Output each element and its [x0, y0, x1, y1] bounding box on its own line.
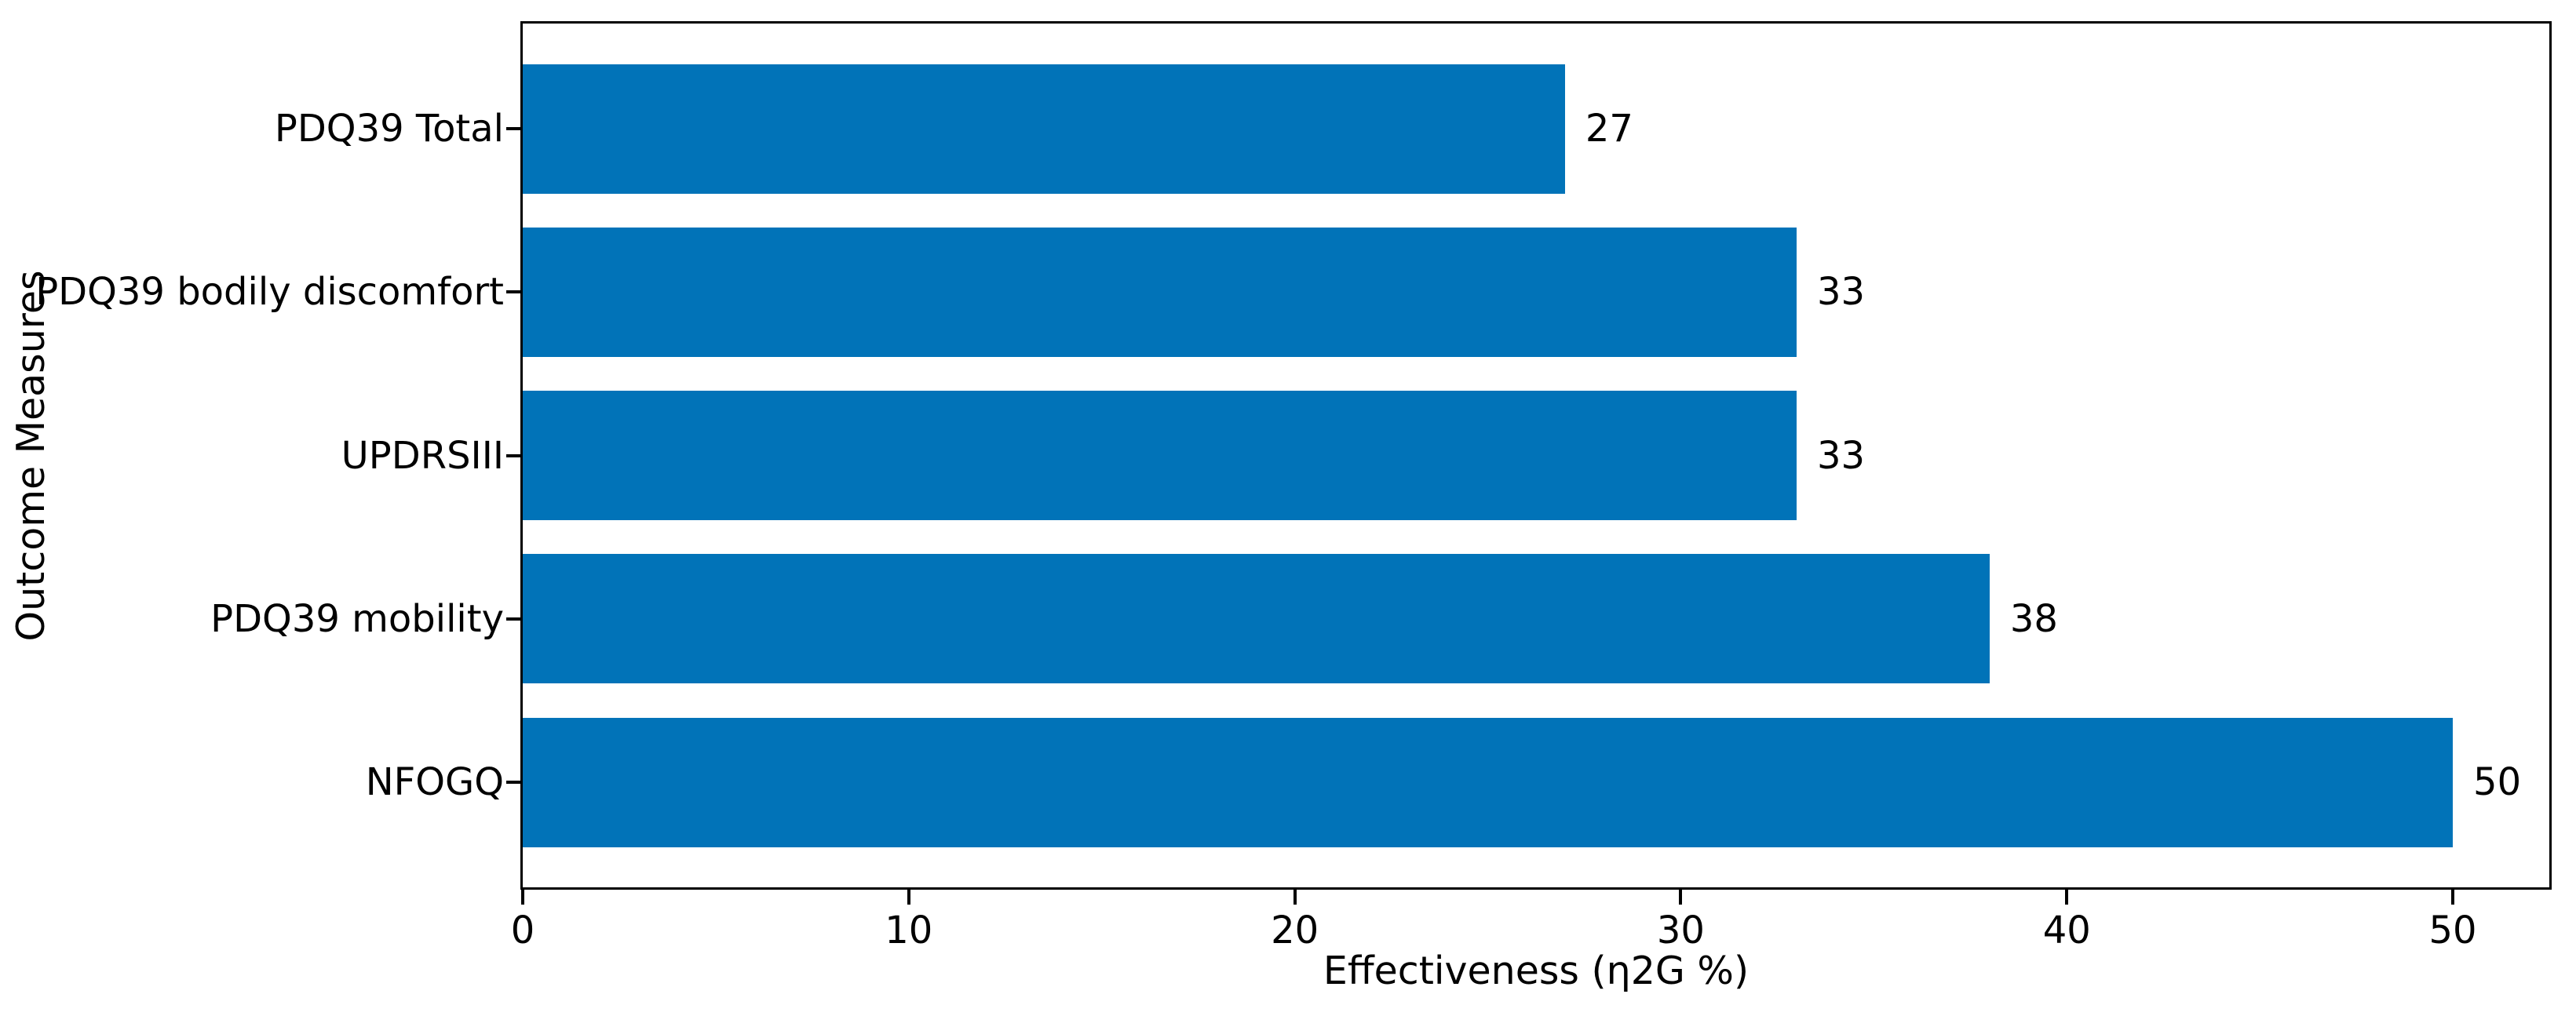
x-tick-label-40: 40: [2042, 909, 2091, 952]
bar-value-label-pdq39-total: 27: [1585, 107, 1633, 151]
x-tick-label-30: 30: [1656, 909, 1705, 952]
bar-value-label-nfogq: 50: [2473, 760, 2522, 804]
bar-updrsiii: [523, 391, 1797, 520]
x-tick-label-20: 20: [1271, 909, 1319, 952]
y-tick-label-pdq39-total: PDQ39 Total: [274, 107, 504, 151]
plot-area: 27 33 33 38 50: [506, 21, 2552, 905]
x-tick-label-10: 10: [885, 909, 933, 952]
y-tick-mark: [506, 781, 520, 784]
x-tick-label-50: 50: [2428, 909, 2477, 952]
y-tick-label-nfogq: NFOGQ: [365, 760, 504, 804]
y-tick-label-pdq39-bodily-discomfort: PDQ39 bodily discomfort: [35, 270, 504, 315]
x-tick-mark: [907, 887, 910, 905]
bar-pdq39-mobility: [523, 554, 1990, 684]
y-tick-mark: [506, 290, 520, 294]
y-tick-label-pdq39-mobility: PDQ39 mobility: [210, 596, 504, 641]
x-tick-mark: [1679, 887, 1683, 905]
x-tick-mark: [2065, 887, 2069, 905]
bar-value-label-updrsiii: 33: [1816, 433, 1866, 478]
bar-value-label-pdq39-bodily-discomfort: 33: [1816, 270, 1866, 315]
bar-value-label-pdq39-mobility: 38: [2009, 596, 2058, 641]
y-tick-mark: [506, 127, 520, 130]
x-axis-title: Effectiveness (η2G %): [1323, 949, 1750, 993]
x-tick-mark: [2451, 887, 2455, 905]
y-tick-mark: [506, 453, 520, 457]
y-tick-mark: [506, 617, 520, 621]
bar-pdq39-bodily-discomfort: [523, 227, 1797, 357]
bar-pdq39-total: [523, 64, 1565, 194]
x-tick-label-0: 0: [510, 909, 535, 952]
y-tick-label-updrsiii: UPDRSIII: [341, 433, 504, 478]
bar-nfogq: [523, 717, 2454, 847]
x-tick-mark: [1293, 887, 1297, 905]
x-tick-mark: [521, 887, 524, 905]
